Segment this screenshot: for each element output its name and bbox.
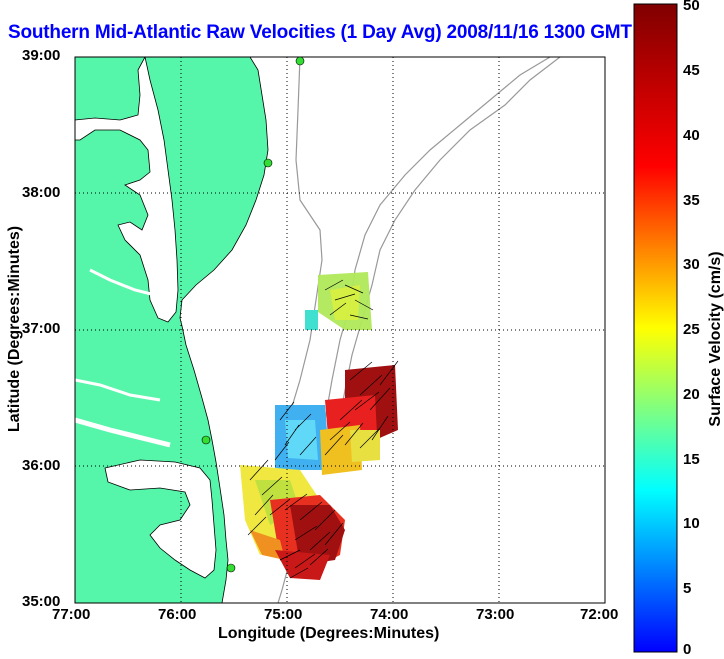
green-dot-icon [263,158,273,168]
colorbar-tick: 0 [683,641,692,658]
pamlico-sound [104,459,217,579]
colorbar-tick: 5 [683,580,692,597]
green-dot-icon [201,435,211,445]
y-tick: 36:00 [22,457,61,474]
y-tick: 37:00 [22,320,61,337]
colorbar [633,3,678,653]
y-tick: 38:00 [22,184,61,201]
grid [75,57,605,603]
colorbar-tick: 45 [683,62,700,79]
colorbar-tick: 25 [683,321,700,338]
y-axis-label: Latitude (Degrees:Minutes) [6,225,23,433]
river-inlet [89,268,156,297]
green-dot-icon [226,563,236,573]
plot-frame [74,56,606,604]
page-title: Southern Mid-Atlantic Raw Velocities (1 … [8,22,632,43]
colorbar-tick: 50 [683,0,700,14]
chesapeake-bay [75,57,179,323]
station-markers [201,56,305,573]
colorbar-label: Surface Velocity (cm/s) [707,251,724,427]
velocity-field [240,272,398,580]
x-tick: 73:00 [476,606,515,623]
colorbar-tick: 35 [683,192,700,209]
x-tick: 77:00 [52,606,91,623]
colorbar-tick: 15 [683,451,700,468]
x-tick: 76:00 [158,606,197,623]
y-tick: 39:00 [22,47,61,64]
x-axis-label: Longitude (Degrees:Minutes) [218,625,440,642]
bathymetry-contour [319,57,551,451]
colorbar-tick: 10 [683,515,700,532]
colorbar-tick: 30 [683,256,700,273]
green-dot-icon [295,56,305,66]
x-tick: 75:00 [264,606,303,623]
x-tick: 74:00 [370,606,409,623]
velocity-vectors [247,279,399,579]
x-tick: 72:00 [580,606,619,623]
river-inlet [75,378,161,402]
y-tick: 35:00 [22,593,61,610]
colorbar-tick: 40 [683,127,700,144]
river-inlet [75,417,171,448]
colorbar-tick: 20 [683,386,700,403]
